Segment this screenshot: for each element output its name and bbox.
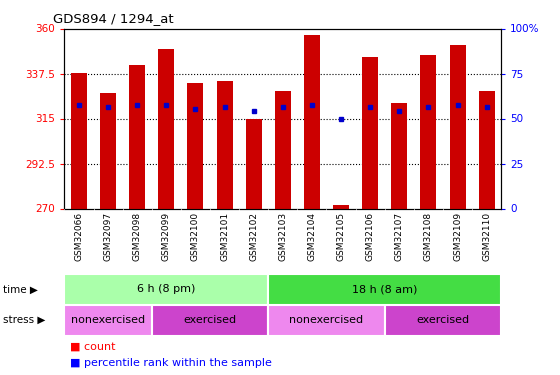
Bar: [479, 90, 494, 209]
Bar: [129, 64, 145, 209]
Text: nonexercised: nonexercised: [290, 315, 363, 325]
Bar: [268, 305, 385, 336]
Bar: [100, 93, 116, 208]
Bar: [64, 274, 268, 305]
Text: nonexercised: nonexercised: [71, 315, 145, 325]
Text: GSM32099: GSM32099: [162, 212, 171, 261]
Bar: [64, 305, 152, 336]
Bar: [450, 45, 465, 209]
Bar: [246, 118, 262, 208]
Text: GSM32105: GSM32105: [337, 212, 346, 261]
Text: GSM32106: GSM32106: [366, 212, 375, 261]
Text: exercised: exercised: [417, 315, 469, 325]
Bar: [217, 81, 232, 209]
Text: ■ percentile rank within the sample: ■ percentile rank within the sample: [70, 358, 272, 368]
Bar: [152, 305, 268, 336]
Text: 18 h (8 am): 18 h (8 am): [352, 285, 417, 294]
Text: GSM32108: GSM32108: [424, 212, 433, 261]
Text: GSM32097: GSM32097: [104, 212, 113, 261]
Text: GSM32104: GSM32104: [307, 212, 316, 261]
Bar: [391, 102, 407, 209]
Bar: [304, 34, 320, 209]
Text: GSM32102: GSM32102: [249, 212, 258, 261]
Text: ■ count: ■ count: [70, 342, 115, 352]
Bar: [188, 82, 203, 209]
Bar: [385, 305, 501, 336]
Text: GSM32101: GSM32101: [220, 212, 229, 261]
Text: GSM32100: GSM32100: [191, 212, 200, 261]
Text: GSM32110: GSM32110: [482, 212, 491, 261]
Bar: [275, 90, 291, 209]
Bar: [362, 57, 378, 208]
Bar: [333, 204, 349, 209]
Text: GSM32109: GSM32109: [453, 212, 462, 261]
Bar: [158, 48, 174, 209]
Bar: [268, 274, 501, 305]
Text: GSM32066: GSM32066: [74, 212, 83, 261]
Text: exercised: exercised: [184, 315, 236, 325]
Text: GSM32103: GSM32103: [278, 212, 287, 261]
Text: GSM32107: GSM32107: [395, 212, 404, 261]
Text: GDS894 / 1294_at: GDS894 / 1294_at: [53, 12, 174, 25]
Bar: [71, 72, 87, 209]
Text: GSM32098: GSM32098: [133, 212, 142, 261]
Bar: [421, 54, 436, 208]
Text: time ▶: time ▶: [3, 285, 38, 294]
Text: stress ▶: stress ▶: [3, 315, 45, 325]
Text: 6 h (8 pm): 6 h (8 pm): [137, 285, 195, 294]
